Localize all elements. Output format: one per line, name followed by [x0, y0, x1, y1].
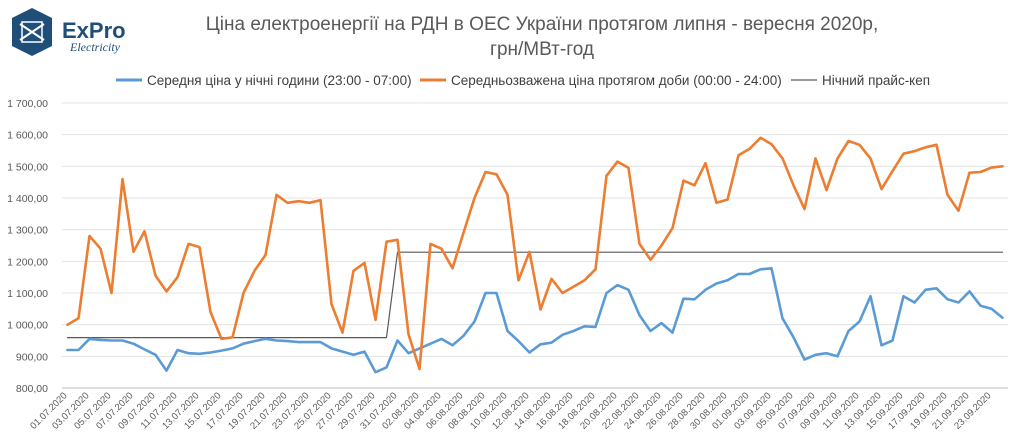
- logo-name: ExPro: [62, 18, 126, 43]
- daily-weighted-line: [66, 136, 1004, 371]
- y-tick-label: 1 300,00: [7, 225, 48, 237]
- y-tick-label: 1 000,00: [7, 320, 48, 332]
- y-tick-label: 1 100,00: [7, 288, 48, 300]
- logo-mark-line: [19, 23, 45, 41]
- y-tick-label: 900,00: [16, 351, 48, 363]
- chart-title-line2: грн/МВт-год: [490, 39, 594, 60]
- legend-label-daily: Середньозважена ціна протягом доби (00:0…: [451, 73, 782, 88]
- y-tick-label: 1 200,00: [7, 256, 48, 268]
- y-tick-label: 1 400,00: [7, 193, 48, 205]
- legend: Середня ціна у нічні години (23:00 - 07:…: [116, 73, 930, 88]
- y-tick-label: 1 600,00: [7, 130, 48, 142]
- legend-label-pricecap: Нічний прайс-кеп: [822, 73, 930, 88]
- x-axis-ticks: 01.07.202003.07.202005.07.202007.07.2020…: [28, 390, 993, 431]
- chart-title-line1: Ціна електроенергії на РДН в ОЕС України…: [206, 14, 879, 35]
- logo-mark-square: [21, 21, 43, 43]
- night-average-line: [66, 266, 1004, 374]
- y-tick-label: 1 700,00: [7, 98, 48, 110]
- expro-logo: ExPro Electricity: [12, 8, 126, 56]
- y-tick-label: 1 500,00: [7, 161, 48, 173]
- y-tick-label: 800,00: [16, 383, 48, 395]
- series: [66, 136, 1004, 374]
- logo-subtitle: Electricity: [69, 40, 121, 54]
- grid: [62, 102, 1008, 389]
- y-axis-ticks: 800,00 900,00 1 000,00 1 100,00 1 200,00 1 30…: [7, 98, 48, 395]
- legend-label-night: Середня ціна у нічні години (23:00 - 07:…: [147, 73, 412, 88]
